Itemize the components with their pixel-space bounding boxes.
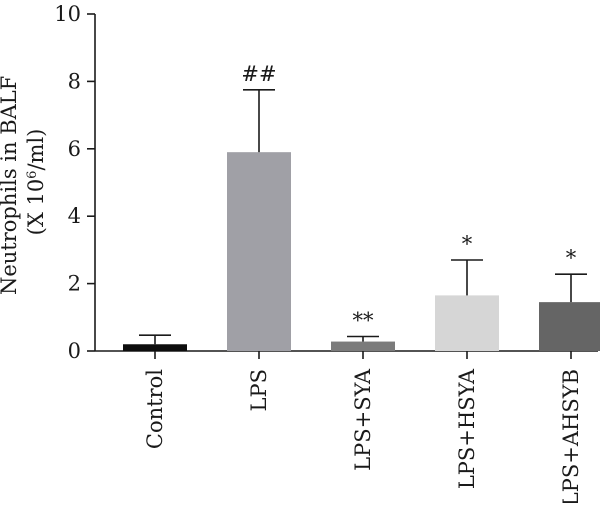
- x-ticks: [154, 351, 572, 359]
- category-label: Control: [143, 369, 167, 449]
- significance-label: *: [566, 246, 577, 270]
- bar-lps-sya: [331, 341, 395, 351]
- bars: [123, 152, 600, 351]
- y-axis-label: Neutrophils in BALF (X 106/ml): [0, 69, 48, 295]
- bar-control: [123, 344, 187, 351]
- category-label: LPS: [247, 369, 271, 411]
- y-tick-label: 0: [68, 339, 81, 363]
- significance-labels: ##****: [241, 62, 576, 333]
- y-ticks: 0 2 4 6 8 10: [54, 2, 95, 363]
- significance-label: *: [462, 232, 473, 256]
- y-tick-label: 4: [68, 204, 81, 228]
- category-label: LPS+SYA: [351, 368, 375, 471]
- category-label: LPS+AHSYB: [559, 369, 583, 503]
- y-axis-label-line1: Neutrophils in BALF: [0, 76, 21, 295]
- y-axis-label-line2: (X 106/ml): [24, 129, 48, 236]
- y-tick-label: 8: [68, 69, 81, 93]
- y-axis-label-exponent: 6: [25, 171, 40, 179]
- category-label: LPS+HSYA: [455, 368, 479, 489]
- bar-lps-ahsyb: [539, 302, 600, 351]
- y-axis-label-suffix: /ml): [24, 129, 48, 171]
- error-bars: [139, 89, 587, 345]
- significance-label: ##: [241, 62, 276, 86]
- bar-lps-hsya: [435, 295, 499, 351]
- significance-label: **: [353, 309, 375, 333]
- y-tick-label: 6: [68, 137, 81, 161]
- y-tick-label: 10: [54, 2, 81, 26]
- y-axis-label-prefix: (X 10: [24, 179, 48, 236]
- y-tick-label: 2: [68, 272, 81, 296]
- category-labels: Control LPS LPS+SYA LPS+HSYA LPS+AHSYB: [143, 368, 583, 506]
- bar-lps: [227, 152, 291, 351]
